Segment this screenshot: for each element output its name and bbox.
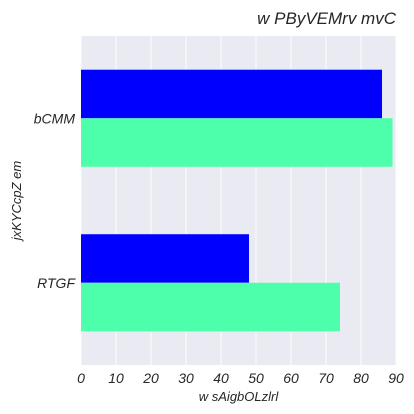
x-tick-label: 80 (353, 370, 369, 386)
x-ticks: 0 10 20 30 40 50 60 70 80 90 (77, 370, 404, 386)
bar-series-0-0 (81, 69, 382, 119)
x-tick-label: 0 (77, 370, 85, 386)
x-tick-label: 70 (318, 370, 334, 386)
bars (81, 69, 393, 332)
x-tick-label: 30 (178, 370, 194, 386)
bar-series-0-1 (81, 234, 249, 283)
chart-title: w PByVEMrv mvC (257, 9, 397, 28)
x-tick-label: 90 (388, 370, 404, 386)
x-tick-label: 40 (213, 370, 229, 386)
y-tick-label: RTGF (37, 275, 76, 291)
y-axis-label: jxKYCcpZ em (9, 161, 24, 243)
x-tick-label: 20 (142, 370, 159, 386)
x-tick-label: 50 (248, 370, 264, 386)
x-axis-label: w sAigbOLzlrl (199, 389, 280, 404)
y-tick-label: bCMM (34, 110, 76, 126)
bar-series-1-0 (81, 118, 393, 167)
x-tick-label: 60 (283, 370, 299, 386)
x-tick-label: 10 (108, 370, 124, 386)
bar-series-1-1 (81, 282, 340, 332)
y-ticks: bCMM RTGF (34, 110, 77, 291)
